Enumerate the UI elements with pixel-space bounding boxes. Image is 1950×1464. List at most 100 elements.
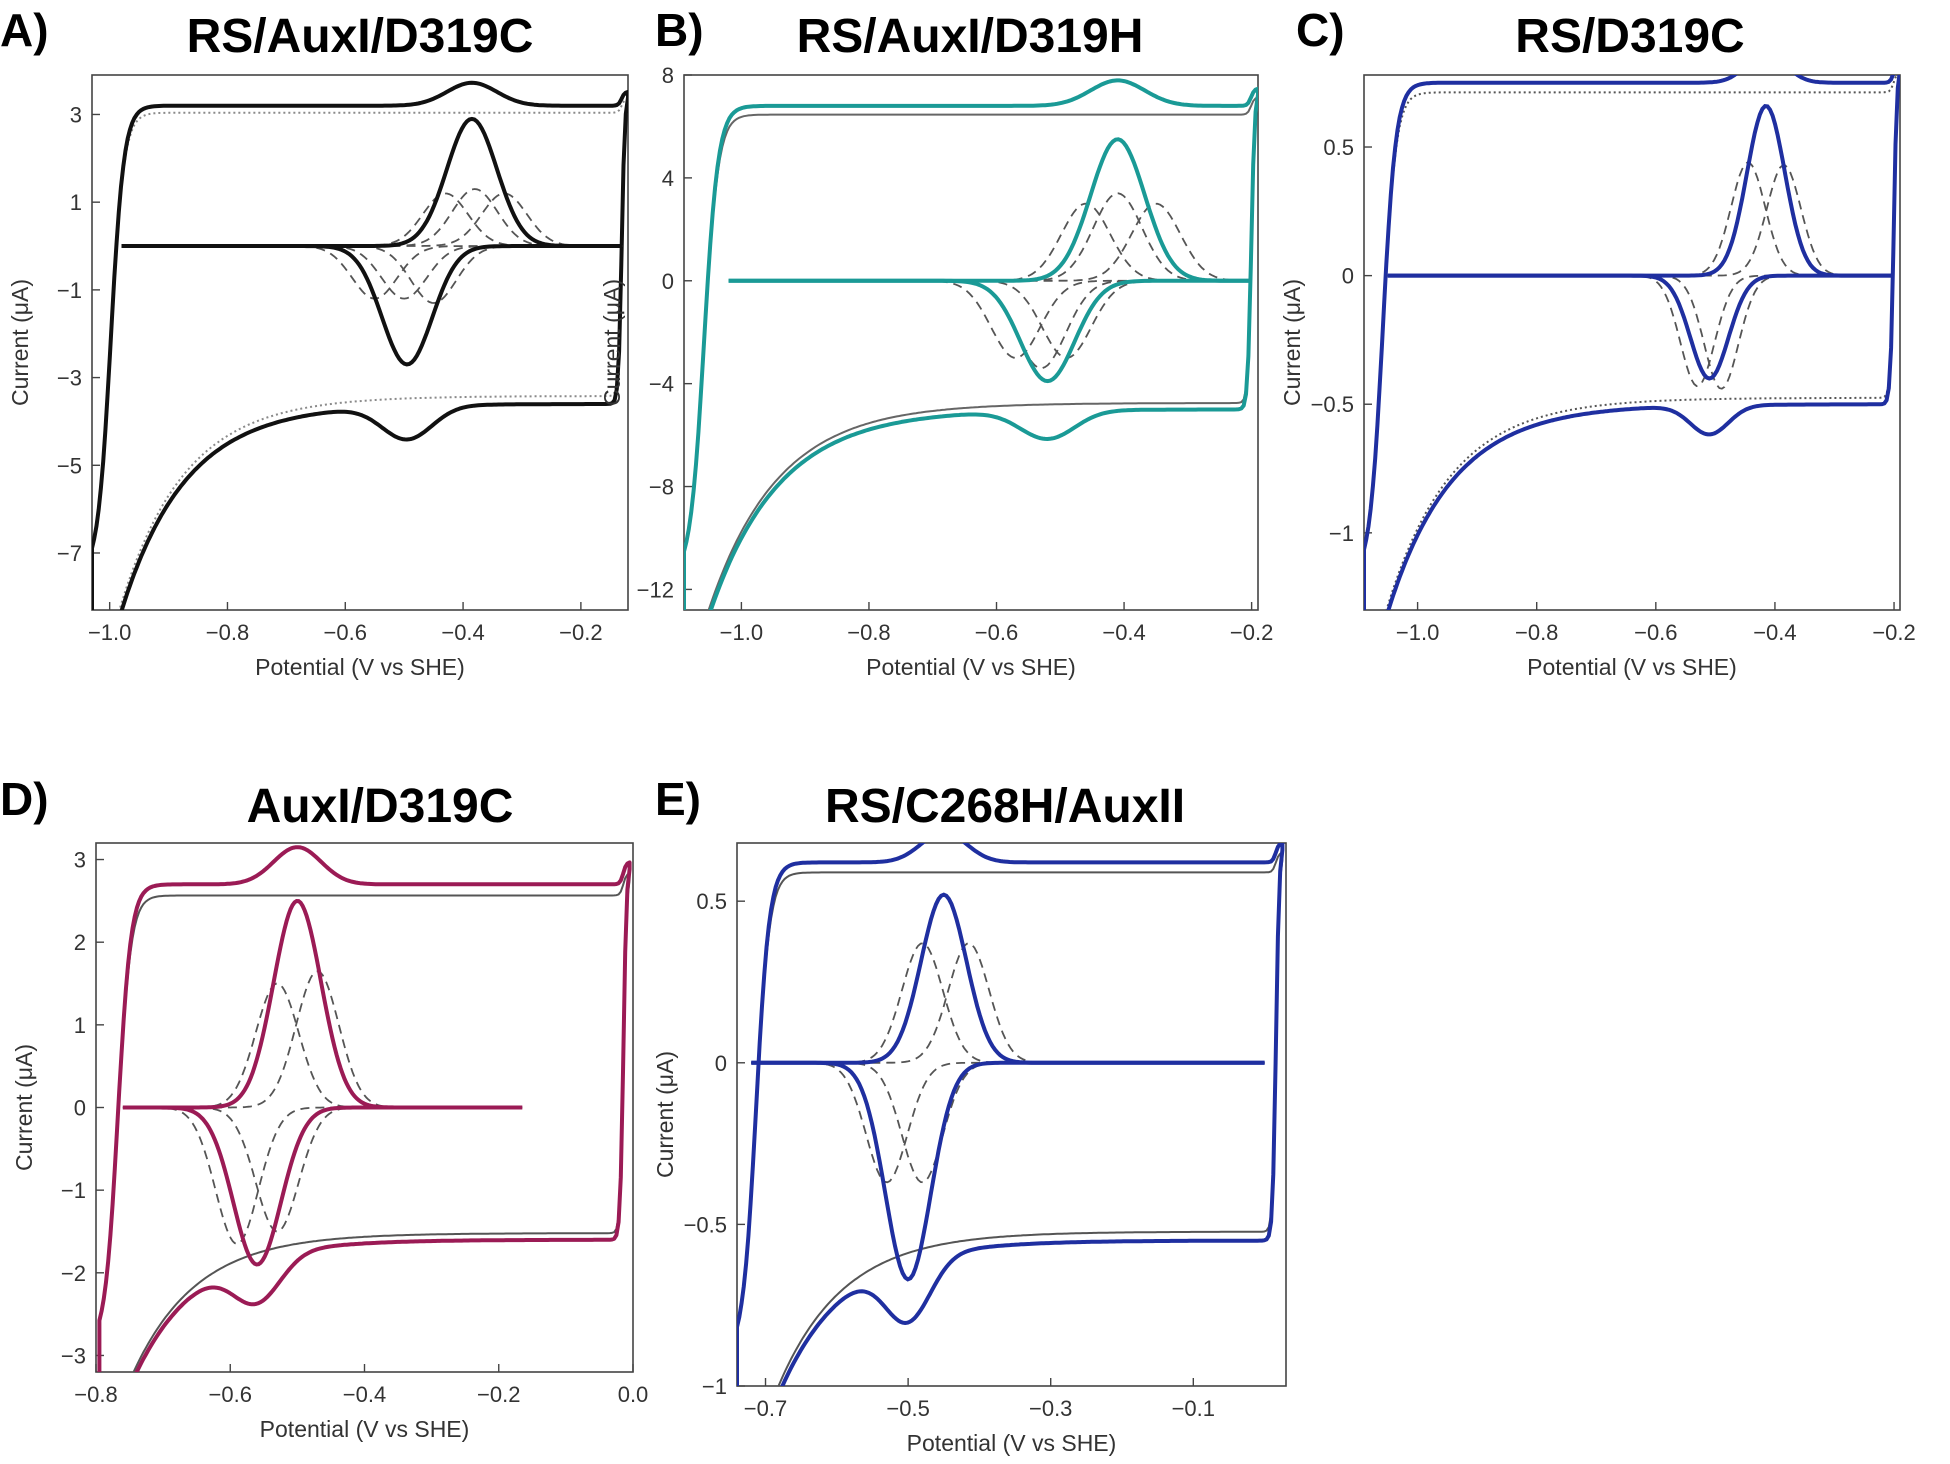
- x-tick-label: −0.4: [441, 620, 484, 645]
- oxidative-component: [729, 193, 1252, 280]
- panel-letter: B): [655, 4, 704, 56]
- chart-title: RS/AuxI/D319C: [187, 10, 534, 63]
- x-tick-label: −0.6: [975, 620, 1018, 645]
- raw-cv-trace: [737, 832, 1282, 1464]
- x-tick-label: −0.2: [477, 1382, 520, 1407]
- oxidative-component: [122, 193, 623, 246]
- oxidative-component: [1388, 163, 1894, 276]
- x-tick-label: −0.6: [209, 1382, 252, 1407]
- x-tick-label: −0.8: [847, 620, 890, 645]
- reductive-component: [123, 1108, 522, 1232]
- panel-1: B)RS/AuxI/D319H−1.0−0.8−0.6−0.4−0.2−12−8…: [599, 4, 1273, 706]
- reductive-signal: [1388, 276, 1894, 379]
- reductive-component: [751, 1063, 1264, 1183]
- y-tick-label: 2: [74, 930, 86, 955]
- y-tick-label: −4: [649, 372, 674, 397]
- background-cv-trace: [684, 97, 1258, 699]
- y-tick-label: −1: [1329, 521, 1354, 546]
- x-tick-label: −0.8: [1515, 620, 1558, 645]
- panel-letter: A): [0, 4, 49, 56]
- y-axis-label: Current (μA): [7, 279, 33, 406]
- chart-title: RS/C268H/AuxII: [825, 780, 1185, 833]
- plot-frame: [737, 843, 1286, 1386]
- oxidative-signal: [122, 119, 623, 246]
- panel-letter: C): [1296, 4, 1345, 56]
- x-axis-label: Potential (V vs SHE): [1527, 654, 1737, 680]
- x-axis-label: Potential (V vs SHE): [260, 1416, 470, 1442]
- x-tick-label: −0.5: [886, 1396, 929, 1421]
- x-tick-label: −0.1: [1172, 1396, 1215, 1421]
- reductive-component: [1388, 276, 1894, 389]
- x-tick-label: −0.7: [744, 1396, 787, 1421]
- x-axis-label: Potential (V vs SHE): [907, 1430, 1117, 1456]
- y-tick-label: 3: [70, 102, 82, 127]
- panel-4: E)RS/C268H/AuxII−0.7−0.5−0.3−0.1−1−0.500…: [652, 773, 1286, 1464]
- y-tick-label: 3: [74, 848, 86, 873]
- oxidative-signal: [729, 139, 1252, 280]
- y-axis-label: Current (μA): [11, 1044, 37, 1171]
- background-cv-trace: [99, 874, 629, 1464]
- y-tick-label: −7: [57, 541, 82, 566]
- y-tick-label: 0: [1342, 264, 1354, 289]
- x-tick-label: −0.8: [206, 620, 249, 645]
- y-tick-label: −0.5: [1311, 392, 1354, 417]
- chart-title: RS/D319C: [1515, 10, 1744, 63]
- y-tick-label: −3: [57, 366, 82, 391]
- oxidative-component: [729, 204, 1252, 281]
- x-tick-label: −0.4: [343, 1382, 386, 1407]
- plot-frame: [684, 75, 1258, 610]
- panel-letter: E): [655, 773, 701, 825]
- y-tick-label: 0.5: [1323, 135, 1354, 160]
- y-axis-label: Current (μA): [599, 279, 625, 406]
- oxidative-component: [1388, 165, 1894, 275]
- y-tick-label: 8: [662, 63, 674, 88]
- panel-2: C)RS/D319C−1.0−0.8−0.6−0.4−0.2−1−0.500.5…: [1279, 4, 1916, 705]
- x-tick-label: −0.8: [74, 1382, 117, 1407]
- y-tick-label: 1: [70, 190, 82, 215]
- x-axis-label: Potential (V vs SHE): [255, 654, 465, 680]
- x-tick-label: −0.2: [1230, 620, 1273, 645]
- chart-title: RS/AuxI/D319H: [797, 10, 1144, 63]
- x-tick-label: −1.0: [1396, 620, 1439, 645]
- oxidative-signal: [1388, 106, 1894, 276]
- panel-3: D)AuxI/D319C−0.8−0.6−0.4−0.20.0−3−2−1012…: [0, 773, 648, 1464]
- x-tick-label: −0.3: [1029, 1396, 1072, 1421]
- x-tick-label: −0.2: [559, 620, 602, 645]
- reductive-signal: [729, 281, 1252, 381]
- y-axis-label: Current (μA): [652, 1051, 678, 1178]
- y-tick-label: −1: [61, 1178, 86, 1203]
- y-tick-label: 0: [662, 269, 674, 294]
- x-tick-label: −0.6: [1634, 620, 1677, 645]
- panel-0: A) RS/AuxI/D319C −1.0 −0.8 −0.6 −0.4 −0.2 −7 −5 −…: [0, 4, 628, 732]
- raw-cv-trace: [684, 80, 1258, 705]
- reductive-component: [751, 1063, 1264, 1183]
- y-tick-label: −12: [637, 577, 674, 602]
- panel-letter: D): [0, 773, 49, 825]
- background-cv-trace: [737, 853, 1282, 1464]
- plot-area: [684, 80, 1258, 705]
- y-axis-label: Current (μA): [1279, 279, 1305, 406]
- oxidative-signal: [751, 895, 1264, 1063]
- plot-area: [1364, 52, 1900, 705]
- y-tick-label: −1: [702, 1374, 727, 1399]
- y-tick-label: 0: [715, 1051, 727, 1076]
- x-tick-label: −1.0: [88, 620, 131, 645]
- x-tick-label: −0.6: [324, 620, 367, 645]
- y-tick-label: −0.5: [684, 1212, 727, 1237]
- x-tick-label: −0.2: [1872, 620, 1915, 645]
- oxidative-signal: [123, 901, 522, 1108]
- plot-frame: [1364, 75, 1900, 610]
- plot-area: [737, 832, 1282, 1464]
- plot-frame: [92, 75, 628, 610]
- y-tick-label: −8: [649, 475, 674, 500]
- y-tick-label: 4: [662, 166, 674, 191]
- x-axis-label: Potential (V vs SHE): [866, 654, 1076, 680]
- oxidative-component: [751, 943, 1264, 1063]
- chart-title: AuxI/D319C: [247, 780, 514, 833]
- y-tick-label: −5: [57, 453, 82, 478]
- reductive-component: [123, 1108, 522, 1244]
- oxidative-component: [729, 204, 1252, 281]
- y-tick-label: −3: [61, 1343, 86, 1368]
- y-tick-label: 1: [74, 1013, 86, 1038]
